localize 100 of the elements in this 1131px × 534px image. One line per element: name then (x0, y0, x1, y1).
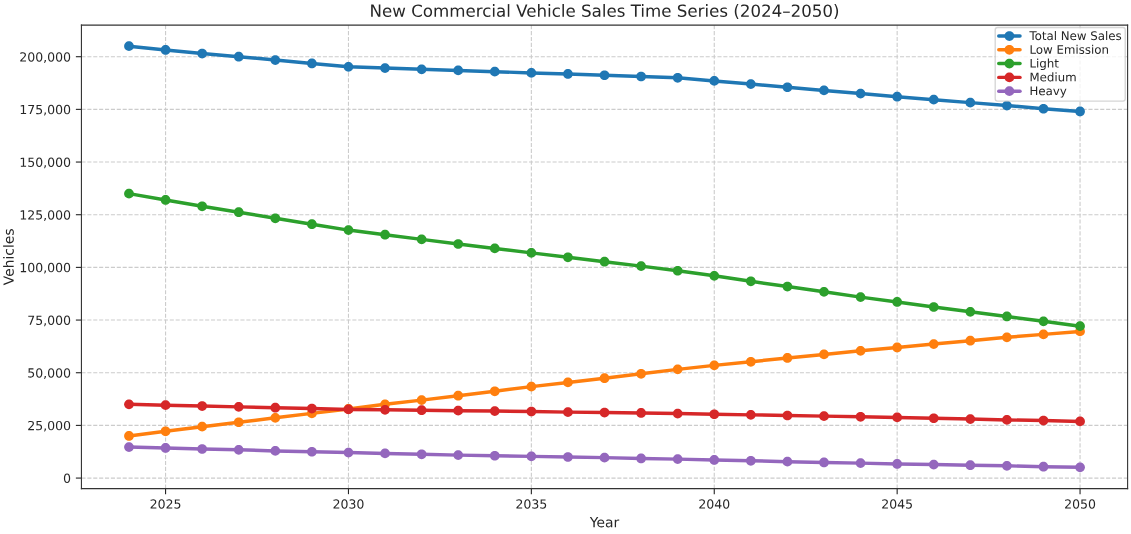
point (782, 281, 793, 292)
x-axis-title: Year (589, 517, 620, 528)
point (489, 66, 500, 77)
x-tick-label: 2050 (1065, 499, 1096, 509)
y-tick-label: 50,000 (28, 368, 71, 379)
point (563, 69, 573, 79)
point (1002, 460, 1012, 471)
point (928, 413, 939, 424)
point (782, 353, 793, 363)
x-tick-label: 2030 (333, 499, 364, 509)
point (124, 399, 134, 410)
legend-label: Total New Sales (1029, 31, 1122, 41)
point (416, 395, 427, 405)
point (855, 88, 866, 99)
point (489, 243, 500, 254)
point (855, 345, 866, 356)
point (672, 72, 683, 83)
point (599, 70, 610, 81)
point (1075, 462, 1085, 473)
point (160, 426, 171, 437)
y-tick-label: 25,000 (28, 420, 71, 432)
point (1002, 332, 1012, 343)
point (489, 406, 500, 416)
point (599, 373, 610, 384)
point (709, 409, 720, 420)
point (672, 408, 683, 419)
point (599, 256, 610, 267)
point (599, 407, 610, 418)
point (160, 45, 171, 55)
point (197, 421, 208, 432)
point (489, 386, 500, 397)
point (782, 456, 793, 467)
point (819, 457, 829, 468)
point (307, 403, 317, 414)
point (636, 71, 646, 82)
point (526, 406, 537, 417)
point (672, 454, 683, 464)
point (453, 405, 464, 416)
point (307, 58, 317, 69)
point (819, 286, 829, 297)
point (928, 94, 939, 105)
chart-title: New Commercial Vehicle Sales Time Series (2024–2050) (371, 4, 839, 19)
point (197, 401, 208, 411)
point (160, 195, 171, 205)
point (563, 452, 573, 462)
point (892, 412, 903, 423)
point (233, 207, 244, 218)
point (416, 449, 427, 460)
y-tick-label: 125,000 (20, 210, 71, 221)
point (819, 85, 829, 96)
point (782, 410, 793, 421)
y-tick-label: 175,000 (20, 104, 71, 116)
point (672, 364, 683, 375)
point (124, 188, 134, 199)
y-tick-label: 0 (63, 473, 71, 483)
point (124, 431, 134, 441)
point (270, 446, 281, 456)
point (453, 239, 464, 249)
point (965, 414, 976, 424)
point (709, 360, 720, 371)
point (928, 302, 939, 312)
point (965, 460, 976, 471)
point (1002, 311, 1012, 322)
point (160, 400, 171, 411)
point (892, 91, 903, 102)
x-tick-label: 2035 (516, 499, 547, 509)
point (965, 335, 976, 346)
point (599, 452, 610, 463)
y-tick-label: 150,000 (20, 157, 71, 169)
point (745, 276, 756, 287)
point (343, 225, 354, 235)
point (380, 404, 390, 415)
point (1075, 416, 1085, 427)
point (965, 306, 976, 317)
point (1038, 461, 1049, 472)
point (1038, 316, 1049, 327)
legend-label: Low Emission (1030, 44, 1108, 54)
point (526, 247, 537, 258)
point (745, 410, 756, 420)
point (489, 450, 500, 461)
x-tick-label: 2045 (882, 499, 912, 509)
point (928, 459, 939, 470)
point (416, 234, 427, 245)
point (819, 411, 829, 421)
x-tick-label: 2040 (699, 499, 730, 509)
point (270, 55, 281, 65)
point (709, 455, 720, 465)
point (1075, 321, 1085, 332)
point (1075, 106, 1085, 117)
point (1002, 415, 1012, 425)
point (233, 444, 244, 455)
point (416, 64, 427, 75)
point (380, 229, 390, 240)
point (343, 447, 354, 458)
point (124, 442, 134, 452)
point (965, 97, 976, 108)
point (928, 339, 939, 349)
point (453, 65, 464, 76)
point (233, 402, 244, 412)
point (709, 270, 720, 281)
